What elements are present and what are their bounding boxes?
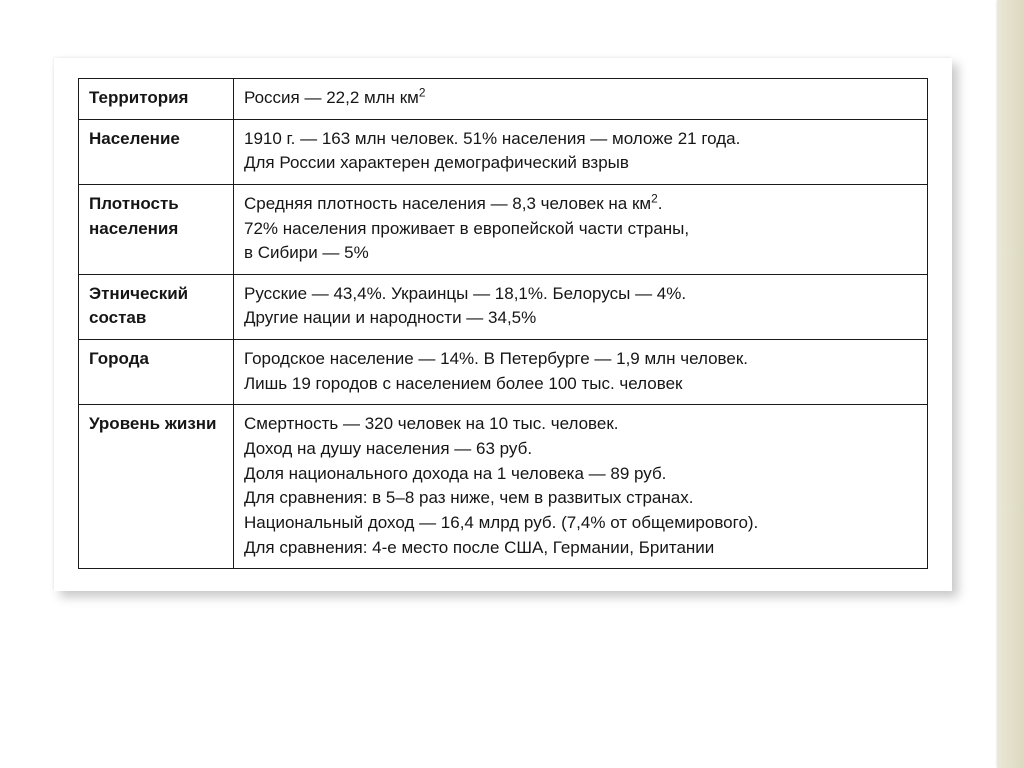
- russia-stats-table: Территория Россия — 22,2 млн км2 Населен…: [78, 78, 928, 569]
- row-value: 1910 г. — 163 млн человек. 51% населения…: [234, 119, 928, 184]
- row-label: Этнический состав: [79, 274, 234, 339]
- table-row: Города Городское население — 14%. В Пете…: [79, 340, 928, 405]
- table-row: Уровень жизни Смертность — 320 человек н…: [79, 405, 928, 569]
- row-label: Территория: [79, 79, 234, 120]
- row-value: Россия — 22,2 млн км2: [234, 79, 928, 120]
- slide-card: Территория Россия — 22,2 млн км2 Населен…: [54, 58, 952, 591]
- row-value: Городское население — 14%. В Петербурге …: [234, 340, 928, 405]
- table-row: Население 1910 г. — 163 млн человек. 51%…: [79, 119, 928, 184]
- table-row: Территория Россия — 22,2 млн км2: [79, 79, 928, 120]
- row-label: Население: [79, 119, 234, 184]
- row-label: Уровень жизни: [79, 405, 234, 569]
- row-label: Плотность населения: [79, 184, 234, 274]
- row-value: Русские — 43,4%. Украинцы — 18,1%. Белор…: [234, 274, 928, 339]
- table-row: Этнический состав Русские — 43,4%. Украи…: [79, 274, 928, 339]
- page-root: Территория Россия — 22,2 млн км2 Населен…: [0, 0, 1024, 768]
- row-label: Города: [79, 340, 234, 405]
- table-body: Территория Россия — 22,2 млн км2 Населен…: [79, 79, 928, 569]
- table-row: Плотность населения Средняя плотность на…: [79, 184, 928, 274]
- row-value: Средняя плотность населения — 8,3 челове…: [234, 184, 928, 274]
- page-binding-strip: [998, 0, 1024, 768]
- row-value: Смертность — 320 человек на 10 тыс. чело…: [234, 405, 928, 569]
